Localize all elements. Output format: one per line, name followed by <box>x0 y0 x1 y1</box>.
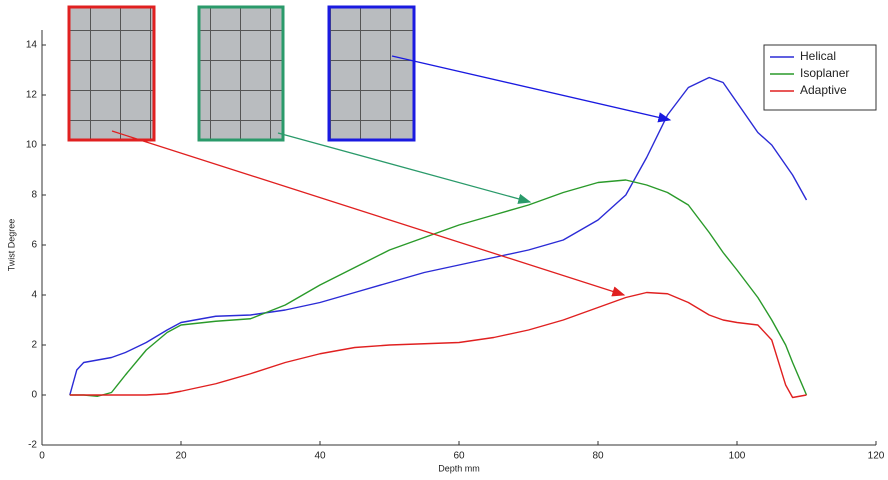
x-tick-label: 40 <box>314 451 326 462</box>
inset-helical <box>329 7 414 140</box>
inset-images <box>69 7 670 295</box>
arrow <box>392 56 670 120</box>
x-tick-label: 0 <box>39 451 45 462</box>
chart: -202468101214020406080100120Depth mmTwis… <box>0 0 888 480</box>
x-tick-label: 100 <box>729 451 746 462</box>
y-tick-label: 10 <box>26 140 38 151</box>
y-tick-label: 0 <box>31 390 37 401</box>
y-tick-label: 6 <box>31 240 37 251</box>
y-tick-label: -2 <box>28 440 37 451</box>
x-tick-label: 80 <box>592 451 604 462</box>
x-tick-label: 120 <box>868 451 885 462</box>
legend-label: Isoplaner <box>800 66 849 80</box>
series-line <box>70 78 807 396</box>
series-line <box>70 180 807 396</box>
y-axis-label: Twist Degree <box>6 219 16 272</box>
series-line <box>70 293 807 398</box>
x-axis-label: Depth mm <box>438 463 480 473</box>
y-tick-label: 2 <box>31 340 37 351</box>
arrow <box>112 131 624 295</box>
y-tick-label: 12 <box>26 90 38 101</box>
y-tick-label: 14 <box>26 40 38 51</box>
x-tick-label: 20 <box>175 451 187 462</box>
x-tick-label: 60 <box>453 451 465 462</box>
inset-isoplaner <box>199 7 283 140</box>
legend: Helical Isoplaner Adaptive <box>764 45 876 110</box>
inset-adaptive <box>69 7 154 140</box>
y-tick-label: 4 <box>31 290 37 301</box>
legend-label: Adaptive <box>800 83 847 97</box>
arrow <box>278 133 530 202</box>
y-tick-label: 8 <box>31 190 37 201</box>
legend-label: Helical <box>800 49 836 63</box>
